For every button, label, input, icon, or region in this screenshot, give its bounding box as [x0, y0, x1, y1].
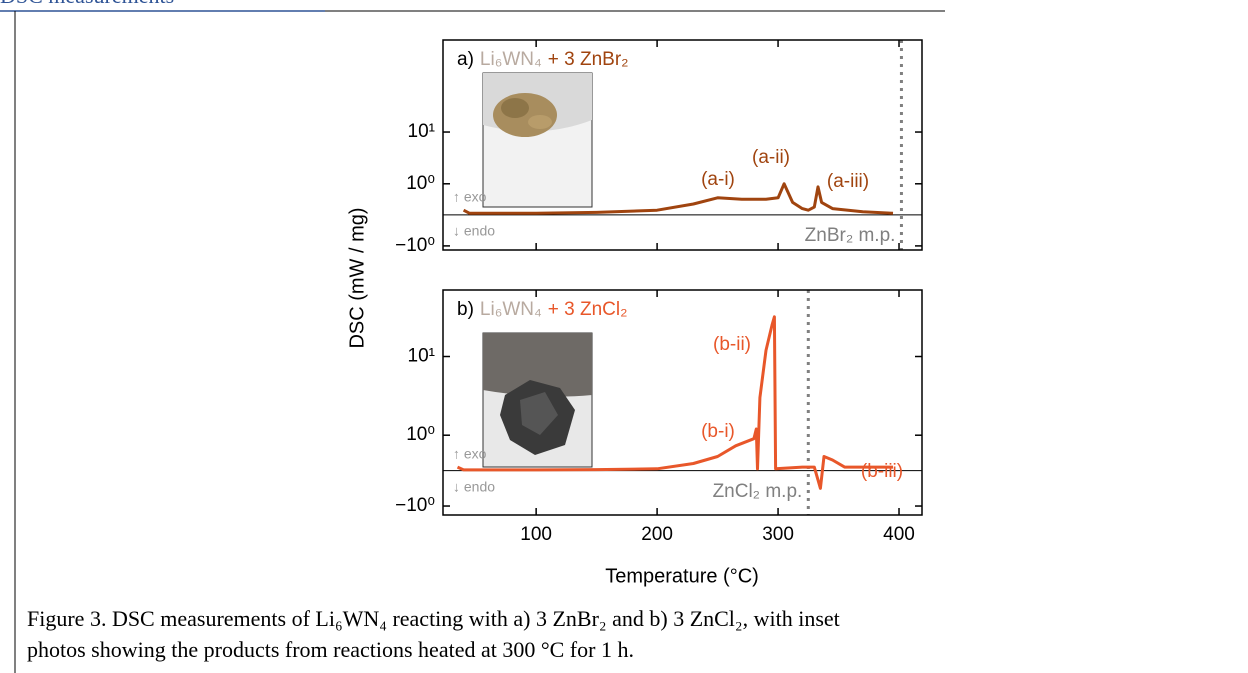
inset-photo — [482, 72, 593, 208]
endo-label: ↓ endo — [453, 479, 495, 495]
reactant: Li₆WN₄ — [480, 299, 542, 320]
y-tick-label: 10¹ — [408, 121, 435, 142]
exo-label: ↑ exo — [453, 446, 487, 462]
data-line — [456, 315, 893, 490]
x-tick-label: 200 — [641, 524, 673, 545]
axes-frame — [442, 39, 923, 251]
panel-label: a) — [457, 49, 474, 70]
annotation: (b-ii) — [713, 334, 751, 355]
caption-line: photos showing the products from reactio… — [27, 637, 634, 662]
product: + 3 ZnBr₂ — [548, 49, 629, 70]
product: + 3 ZnCl₂ — [548, 299, 628, 320]
y-axis-label: DSC (mW / mg) — [346, 207, 368, 348]
y-tick-label: 10¹ — [408, 346, 435, 367]
section-header: DSC measurements — [0, 0, 174, 8]
panel-title: b) Li₆WN₄ + 3 ZnCl₂ — [457, 299, 628, 320]
x-axis-label: Temperature (°C) — [605, 565, 759, 587]
data-line — [462, 182, 894, 215]
panel-label: b) — [457, 299, 474, 320]
exo-label: ↑ exo — [453, 189, 487, 205]
caption-line: Figure 3. DSC measurements of Li₆WN₄ rea… — [27, 606, 840, 631]
x-tick-label: 100 — [520, 524, 552, 545]
annotation: (a-i) — [701, 169, 735, 190]
endo-label: ↓ endo — [453, 223, 495, 239]
annotation: (b-i) — [701, 421, 735, 442]
y-tick-label: −10⁰ — [395, 495, 435, 516]
x-tick-label: 400 — [883, 524, 915, 545]
melting-point-label: ZnBr₂ m.p. — [805, 225, 896, 246]
y-tick-label: 10⁰ — [406, 424, 435, 445]
axes-frame — [442, 289, 923, 516]
melting-point-label: ZnCl₂ m.p. — [713, 481, 803, 502]
annotation: (a-iii) — [827, 171, 869, 192]
annotation: (b-iii) — [861, 461, 903, 482]
panel-title: a) Li₆WN₄ + 3 ZnBr₂ — [457, 49, 629, 70]
y-tick-label: 10⁰ — [406, 173, 435, 194]
inset-photo — [482, 332, 593, 468]
annotation: (a-ii) — [752, 147, 790, 168]
x-tick-label: 300 — [762, 524, 794, 545]
y-tick-label: −10⁰ — [395, 235, 435, 256]
reactant: Li₆WN₄ — [480, 49, 542, 70]
